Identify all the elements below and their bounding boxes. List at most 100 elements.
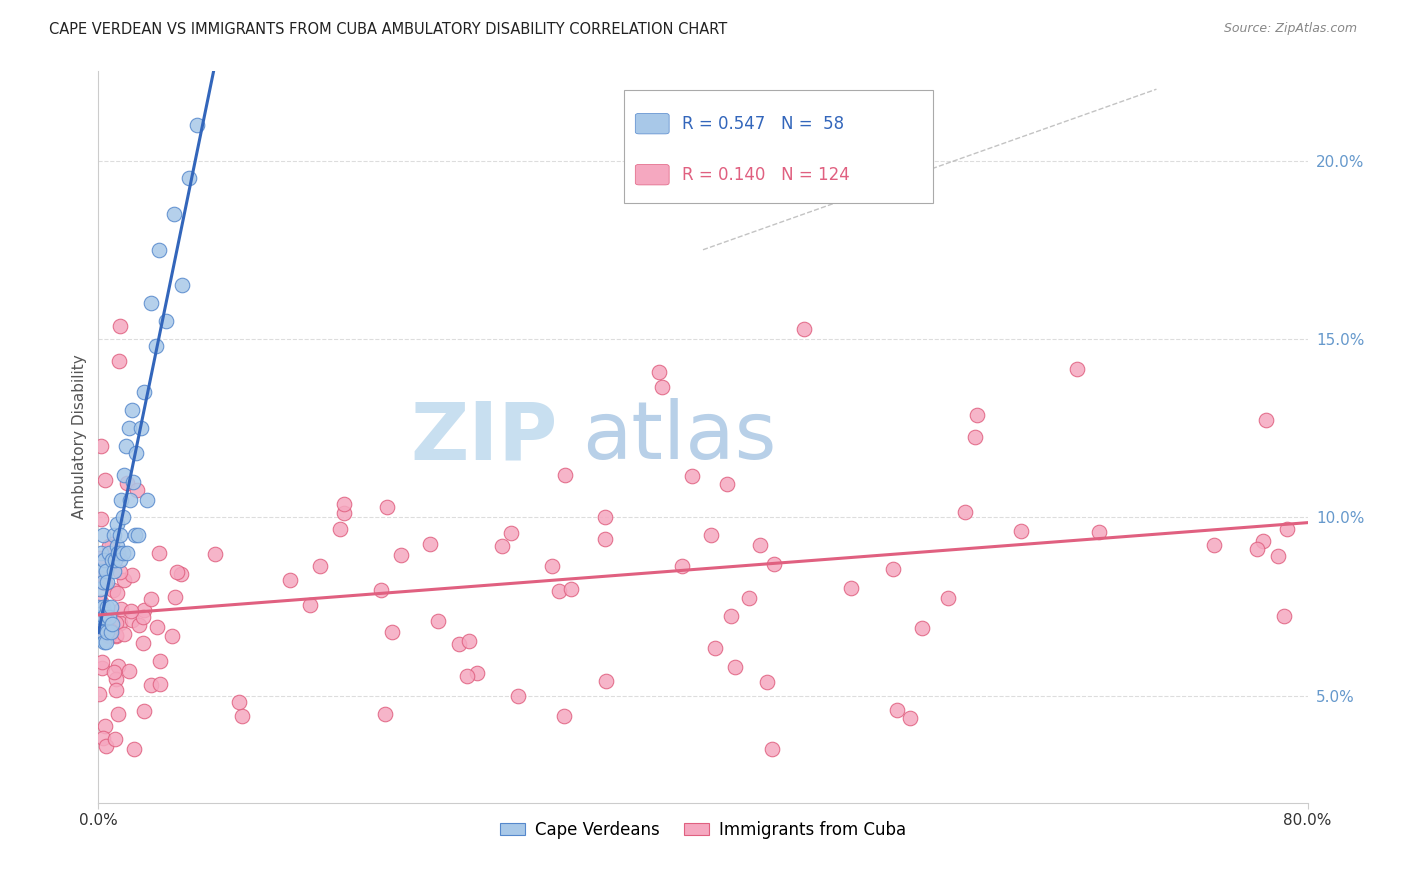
Point	[103, 564, 125, 578]
Point	[121, 567, 143, 582]
Point	[508, 689, 530, 703]
Point	[1251, 533, 1274, 548]
Point	[89, 687, 111, 701]
Point	[89, 582, 111, 596]
Point	[97, 540, 120, 554]
Point	[105, 628, 128, 642]
Point	[723, 660, 745, 674]
Text: R = 0.140   N = 124: R = 0.140 N = 124	[682, 166, 851, 184]
Point	[793, 322, 815, 336]
Point	[548, 583, 571, 598]
Point	[127, 483, 149, 498]
Point	[98, 610, 121, 624]
Point	[90, 655, 112, 669]
Point	[121, 613, 143, 627]
Point	[716, 477, 738, 491]
Point	[595, 673, 617, 688]
FancyBboxPatch shape	[636, 113, 669, 134]
Point	[186, 118, 208, 132]
Point	[90, 660, 112, 674]
Point	[132, 704, 155, 718]
Point	[278, 573, 301, 587]
Point	[155, 314, 177, 328]
Point	[91, 599, 114, 614]
Point	[98, 546, 121, 560]
Point	[141, 678, 163, 692]
Point	[1066, 362, 1088, 376]
Point	[465, 665, 488, 680]
Point	[756, 675, 779, 690]
Point	[115, 546, 138, 560]
Point	[94, 607, 117, 621]
Point	[457, 634, 479, 648]
Point	[93, 553, 115, 567]
Point	[160, 629, 183, 643]
Point	[90, 439, 112, 453]
Point	[107, 659, 129, 673]
Point	[427, 614, 450, 628]
Point	[554, 467, 576, 482]
Point	[89, 607, 111, 621]
Point	[110, 615, 132, 630]
Point	[375, 500, 398, 514]
Point	[146, 620, 169, 634]
Point	[141, 592, 163, 607]
Point	[553, 709, 575, 723]
Point	[170, 278, 193, 293]
Point	[90, 512, 112, 526]
Point	[166, 566, 188, 580]
Point	[179, 171, 201, 186]
Point	[134, 603, 156, 617]
Text: atlas: atlas	[582, 398, 776, 476]
Point	[91, 574, 114, 589]
Point	[103, 528, 125, 542]
Point	[965, 430, 987, 444]
Point	[370, 582, 392, 597]
Point	[121, 403, 143, 417]
Point	[91, 624, 114, 639]
Point	[593, 509, 616, 524]
Point	[149, 677, 172, 691]
Point	[103, 665, 125, 680]
Point	[90, 595, 112, 609]
Point	[96, 574, 118, 589]
Point	[120, 604, 142, 618]
Point	[671, 558, 693, 573]
Point	[96, 599, 118, 614]
Point	[105, 517, 128, 532]
Point	[720, 608, 742, 623]
Point	[1202, 538, 1225, 552]
Point	[648, 365, 671, 379]
Point	[898, 711, 921, 725]
Point	[704, 640, 727, 655]
Point	[231, 708, 253, 723]
Point	[170, 566, 193, 581]
Point	[953, 505, 976, 519]
Point	[91, 574, 114, 589]
Point	[110, 602, 132, 616]
Point	[456, 669, 478, 683]
Point	[700, 527, 723, 541]
Point	[762, 557, 785, 571]
Point	[122, 475, 145, 489]
Point	[966, 408, 988, 422]
Point	[100, 624, 122, 638]
Point	[118, 421, 141, 435]
Point	[1010, 524, 1032, 539]
Legend: Cape Verdeans, Immigrants from Cuba: Cape Verdeans, Immigrants from Cuba	[494, 814, 912, 846]
Point	[107, 706, 129, 721]
Point	[104, 731, 127, 746]
Point	[112, 574, 135, 588]
Point	[93, 719, 115, 733]
Point	[127, 528, 149, 542]
Point	[135, 492, 157, 507]
Point	[108, 553, 131, 567]
Point	[111, 510, 134, 524]
Point	[886, 703, 908, 717]
Point	[447, 637, 470, 651]
Point	[101, 582, 124, 597]
Point	[1275, 522, 1298, 536]
Point	[1256, 413, 1278, 427]
Point	[104, 615, 127, 630]
Point	[128, 617, 150, 632]
